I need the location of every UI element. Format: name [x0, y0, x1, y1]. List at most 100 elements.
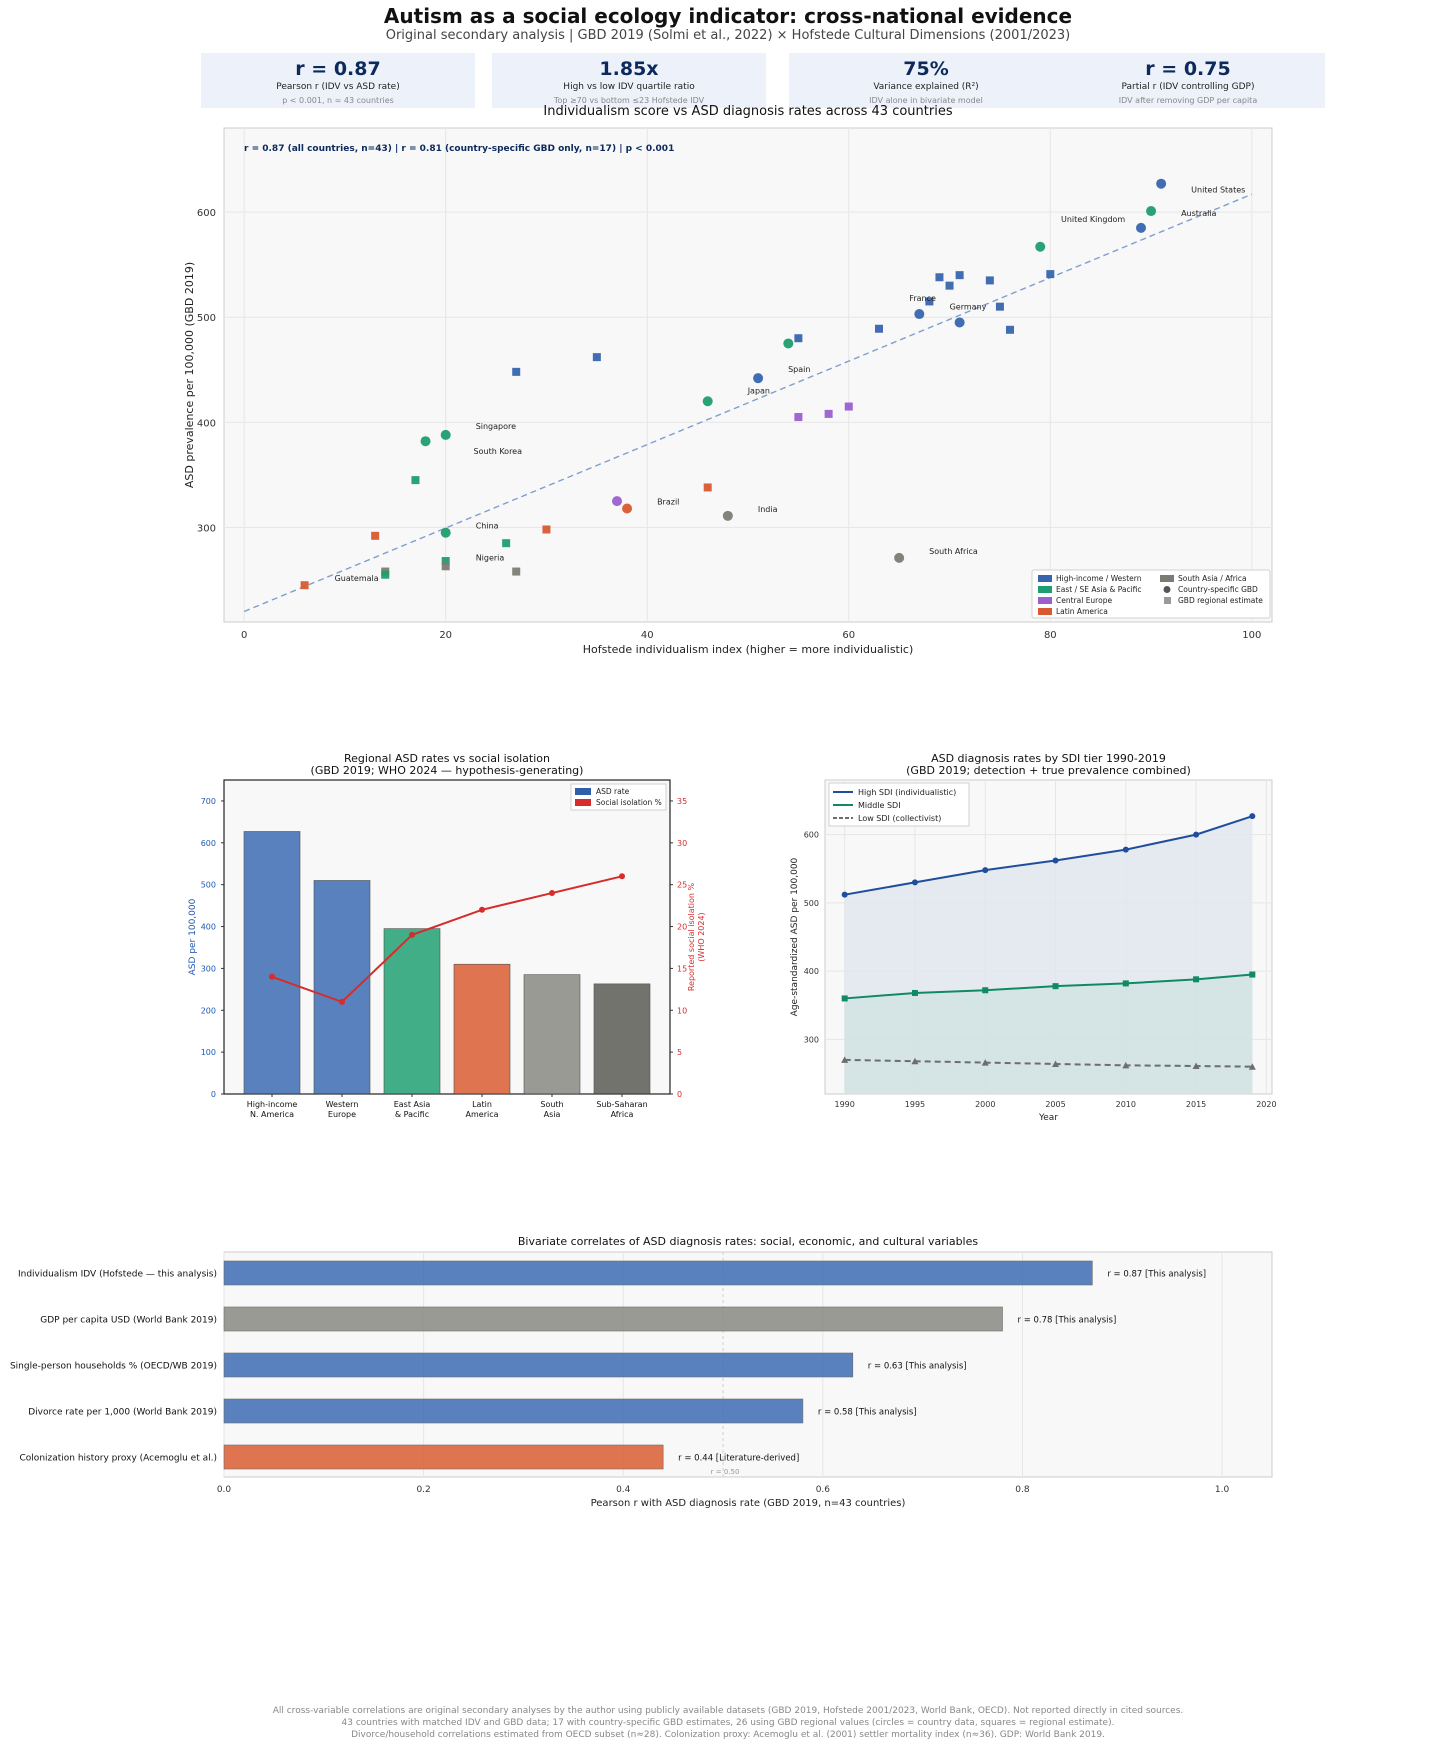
regional-x-tick-label: N. America — [250, 1110, 294, 1119]
correlates-x-tick-label: 0.0 — [217, 1485, 232, 1495]
footnote-line-2: 43 countries with matched IDV and GBD da… — [341, 1718, 1115, 1728]
sdi-legend-label: Low SDI (collectivist) — [858, 814, 941, 823]
regional-y2-tick-label: 5 — [677, 1048, 682, 1057]
regional-legend-swatch — [575, 788, 591, 795]
scatter-point-regional — [381, 570, 390, 579]
regional-y2-tick-label: 25 — [677, 881, 687, 890]
scatter-point-regional — [875, 324, 883, 333]
regional-isolation-line — [271, 875, 623, 1004]
scatter-point-regional — [1046, 270, 1055, 279]
scatter-point-regional — [411, 476, 420, 485]
scatter-point-country — [1156, 178, 1167, 189]
scatter-point-country — [1035, 241, 1046, 252]
correlates-data-label: r = 0.63 [This analysis] — [868, 1362, 967, 1372]
regional-legend-swatch — [575, 799, 591, 806]
sdi-point-high — [982, 867, 989, 874]
regional-y-tick-label: 700 — [201, 797, 216, 806]
regional-x-tick-label: Africa — [611, 1110, 634, 1119]
scatter-y-tick-label: 600 — [197, 208, 216, 219]
scatter-y-tick-label: 500 — [197, 313, 216, 324]
regional-y2-tick-label: 20 — [677, 923, 687, 932]
scatter-point-regional — [441, 562, 450, 571]
regional-legend-label: Social isolation % — [596, 798, 662, 807]
scatter-x-tick-label: 100 — [1242, 630, 1261, 641]
regional-y2-tick-label: 15 — [677, 964, 687, 973]
scatter-point-regional — [955, 271, 964, 280]
scatter-point-country — [1146, 206, 1157, 217]
regional-y2-tick-label: 10 — [677, 1006, 687, 1015]
regional-y-tick-label: 500 — [201, 881, 216, 890]
sdi-point-high — [841, 891, 848, 898]
correlates-category-label: Colonization history proxy (Acemoglu et … — [20, 1454, 217, 1464]
regional-x-tick-label: Sub-Saharan — [596, 1100, 647, 1109]
correlates-x-tick-label: 0.4 — [616, 1485, 631, 1495]
regional-y-tick-label: 200 — [201, 1006, 216, 1015]
sdi-point-low — [1192, 1062, 1200, 1070]
sdi-area-fill — [844, 974, 1253, 1094]
scatter-point-label: Guatemala — [335, 574, 379, 583]
regional-asd-bar — [243, 831, 301, 1095]
scatter-legend-label: Latin America — [1056, 607, 1108, 616]
sdi-point-low — [981, 1059, 989, 1066]
scatter-y-axis-label: ASD prevalence per 100,000 (GBD 2019) — [183, 262, 196, 488]
scatter-point-label: Brazil — [657, 497, 679, 506]
scatter-legend-label: Country-specific GBD — [1178, 585, 1258, 594]
scatter-point-regional — [824, 409, 833, 418]
correlates-data-label: r = 0.87 [This analysis] — [1107, 1270, 1206, 1280]
regional-y-tick-label: 100 — [201, 1048, 216, 1057]
scatter-point-label: Japan — [747, 386, 770, 395]
scatter-point-country — [914, 309, 925, 320]
regional-x-tick-label: Asia — [544, 1110, 561, 1119]
kpi-card-pearson: r = 0.87 Pearson r (IDV vs ASD rate) p <… — [201, 53, 475, 108]
scatter-point-label: Singapore — [476, 422, 516, 431]
scatter-x-tick-label: 0 — [241, 630, 247, 641]
regional-isolation-point — [549, 890, 555, 897]
scatter-legend-label: High-income / Western — [1056, 574, 1142, 583]
scatter-point-regional — [371, 531, 380, 540]
sdi-point-middle — [911, 989, 918, 996]
correlates-category-label: Single-person households % (OECD/WB 2019… — [10, 1362, 217, 1372]
regional-isolation-point — [479, 906, 485, 913]
sdi-x-tick-label: 2015 — [1186, 1100, 1206, 1109]
regional-y-tick-label: 600 — [201, 839, 216, 848]
correlates-bar — [223, 1306, 1003, 1332]
scatter-x-tick-label: 80 — [1044, 630, 1057, 641]
kpi-value: 75% — [903, 58, 949, 80]
scatter-point-label: South Korea — [474, 447, 523, 456]
scatter-point-country — [954, 317, 965, 328]
scatter-point-regional — [1006, 325, 1014, 334]
sdi-y-axis-label: Age-standardized ASD per 100,000 — [790, 857, 800, 1016]
scatter-legend-label: South Asia / Africa — [1178, 574, 1247, 583]
sdi-point-high — [1052, 857, 1059, 864]
correlates-bar — [223, 1398, 804, 1424]
correlates-bar — [223, 1352, 854, 1378]
footnote-line-3: Divorce/household correlations estimated… — [351, 1730, 1105, 1740]
scatter-point-regional — [512, 367, 521, 376]
sdi-x-tick-label: 1995 — [905, 1100, 925, 1109]
scatter-point-regional — [945, 281, 954, 290]
sdi-x-tick-label: 1990 — [834, 1100, 854, 1109]
scatter-point-label: China — [476, 522, 499, 531]
scatter-point-label: Nigeria — [476, 553, 505, 562]
scatter-x-tick-label: 60 — [842, 630, 855, 641]
scatter-point-regional — [512, 567, 521, 576]
regional-isolation-point — [409, 931, 415, 938]
footnote-line-1: All cross-variable correlations are orig… — [272, 1706, 1184, 1716]
scatter-point-regional — [592, 353, 601, 362]
regional-isolation-point — [619, 873, 625, 880]
sdi-y-tick-label: 300 — [804, 1035, 819, 1044]
scatter-x-tick-label: 20 — [439, 630, 452, 641]
scatter-legend-marker — [1163, 586, 1171, 593]
page-title: Autism as a social ecology indicator: cr… — [383, 4, 1073, 28]
scatter-point-country — [440, 429, 451, 440]
sdi-x-axis-label: Year — [1038, 1113, 1058, 1123]
sdi-point-high — [1249, 813, 1256, 820]
scatter-annotation: r = 0.87 (all countries, n=43) | r = 0.8… — [244, 144, 674, 154]
sdi-point-middle — [1193, 976, 1200, 983]
scatter-legend-swatch — [1038, 608, 1052, 615]
sdi-x-tick-label: 2020 — [1256, 1100, 1276, 1109]
correlates-bar — [223, 1444, 664, 1470]
sdi-point-low — [911, 1057, 919, 1065]
sdi-point-low — [1122, 1061, 1130, 1069]
